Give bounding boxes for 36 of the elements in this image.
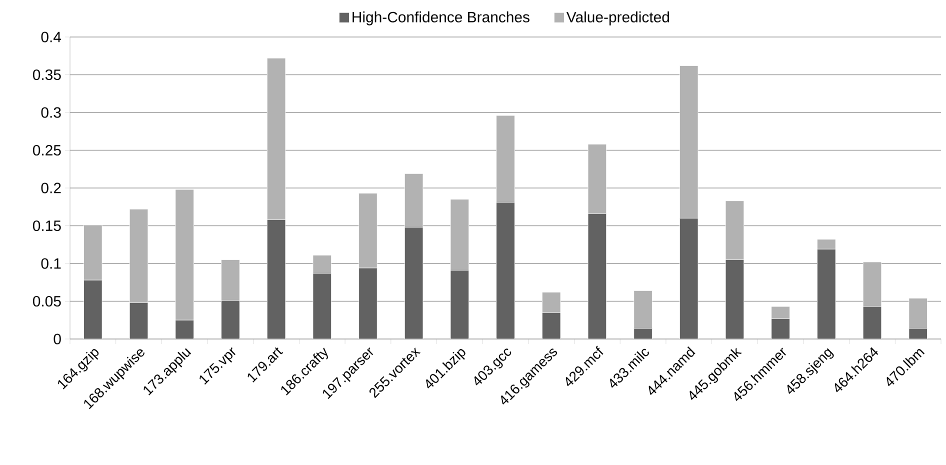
bar — [129, 208, 148, 303]
legend-label: High-Confidence Branches — [352, 11, 530, 26]
y-tick-label: 0.35 — [32, 69, 61, 80]
y-tick-label: 0.25 — [32, 144, 61, 156]
bar — [221, 300, 240, 339]
bar — [221, 260, 240, 301]
y-tick-label: 0.2 — [41, 182, 61, 194]
legend-label: Value-predicted — [566, 11, 669, 26]
y-tick-label: 0.15 — [32, 220, 61, 232]
bar — [771, 306, 790, 319]
bar — [496, 202, 515, 339]
bar — [175, 320, 194, 339]
bar — [542, 292, 561, 313]
bar — [771, 318, 790, 339]
bar — [312, 273, 332, 339]
y-tick-label: 0.1 — [41, 258, 61, 269]
bar — [588, 213, 607, 339]
bar — [450, 270, 470, 339]
bar — [862, 306, 882, 339]
bar — [358, 268, 378, 339]
bar — [312, 254, 332, 274]
bar — [817, 239, 836, 250]
y-tick-label: 0.4 — [41, 32, 62, 42]
bar — [862, 262, 882, 307]
bar — [266, 220, 286, 339]
y-tick-label: 0 — [54, 334, 61, 344]
bar — [680, 218, 698, 339]
y-tick-label: 0.05 — [32, 296, 61, 307]
bar — [634, 290, 652, 329]
bar — [84, 280, 102, 339]
bar — [542, 312, 561, 339]
bar — [404, 227, 424, 339]
bar — [725, 260, 744, 339]
bar — [129, 302, 148, 339]
y-tick-label: 0.3 — [41, 107, 61, 118]
bar — [817, 248, 836, 339]
